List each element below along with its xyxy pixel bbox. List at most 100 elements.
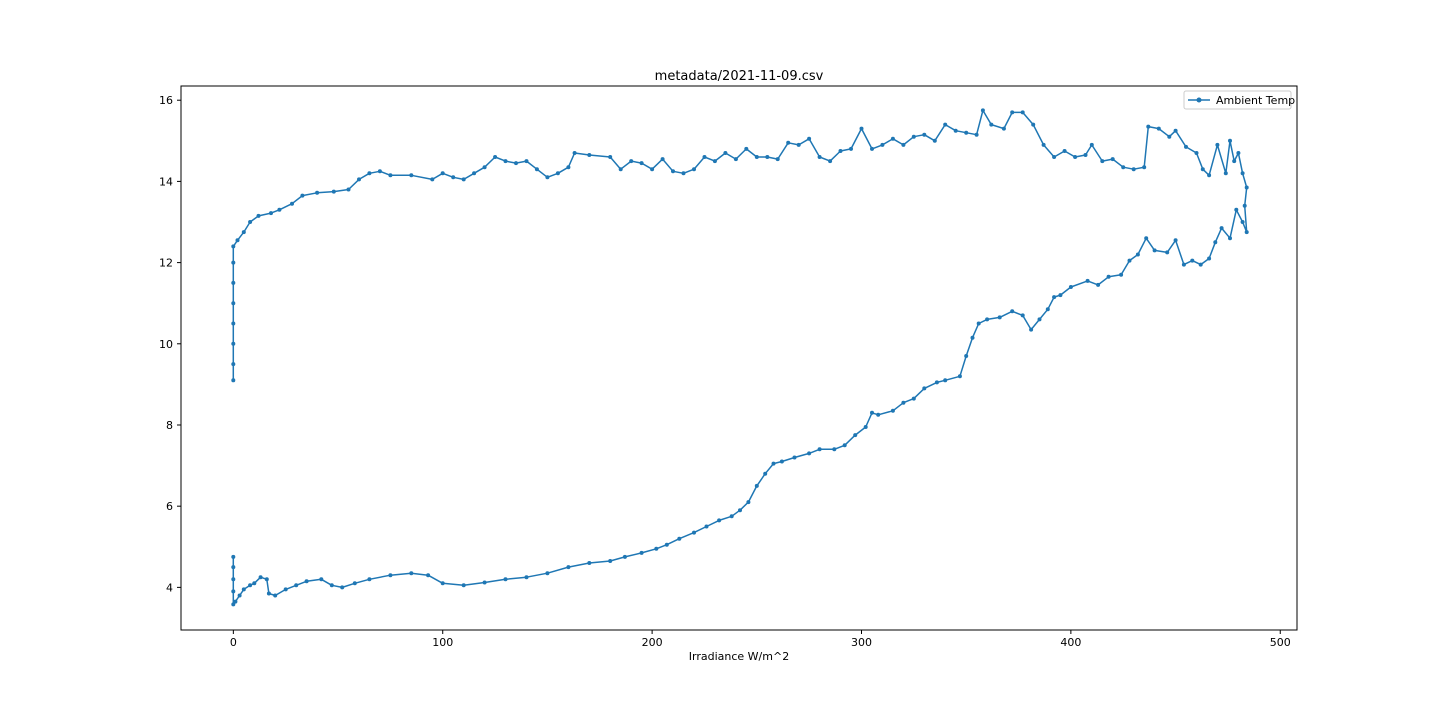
data-point [692,530,696,535]
data-point [1131,167,1136,172]
data-point [639,161,644,166]
data-point [233,599,238,604]
data-point [754,155,759,159]
data-point [911,134,916,139]
data-point [482,165,487,170]
data-point [572,151,577,155]
data-point [763,471,768,476]
y-tick-label: 6 [166,500,173,513]
data-point [315,190,320,195]
data-point [934,380,939,385]
data-point [248,583,253,588]
legend-box [1183,90,1292,110]
data-point [231,260,236,265]
data-point [712,159,717,164]
data-point [388,573,393,578]
data-point [503,577,508,582]
x-tick-label: 500 [1270,636,1291,649]
data-point [269,211,273,216]
data-point [294,583,299,588]
data-point [451,175,456,180]
data-point [264,577,269,582]
data-point [1181,262,1186,267]
data-point [964,354,969,358]
data-point [503,159,508,164]
data-point [953,128,958,133]
data-point [430,177,435,182]
data-point [1194,151,1199,155]
data-point [876,412,881,417]
data-point [587,153,592,157]
data-point [817,155,822,159]
data-point [235,238,240,243]
data-point [1073,155,1078,159]
data-point [1213,240,1218,245]
data-point [352,581,357,586]
data-point [377,169,382,174]
data-point [1207,256,1212,261]
data-point [524,575,529,580]
data-point [723,151,728,155]
data-point [290,201,294,206]
data-point [1121,165,1126,170]
data-point [786,140,791,145]
data-point [331,189,336,194]
data-point [1200,167,1205,172]
data-point [1068,285,1073,289]
data-point [1234,207,1239,212]
data-point [901,142,906,147]
data-point [493,155,498,159]
x-tick-label: 100 [432,636,453,649]
series-layer [231,108,1249,607]
data-point [367,171,372,176]
data-point [388,173,393,178]
series-line-ambient-temp [232,109,1248,606]
data-point [608,559,613,563]
data-point [964,130,969,135]
x-tick-label: 300 [851,636,872,649]
data-point [807,451,812,456]
data-point [1100,159,1105,164]
data-point [1020,313,1025,318]
data-point [566,165,571,170]
data-point [277,207,282,212]
data-point [1244,185,1249,190]
data-point [566,565,571,570]
data-point [346,187,351,192]
data-point [922,132,927,137]
data-point [1083,153,1088,157]
data-point [231,280,236,285]
legend: Ambient Temp [1183,90,1295,110]
data-point [440,171,445,176]
data-point [733,157,738,162]
data-point [957,374,962,379]
data-point [754,483,759,488]
data-point [524,159,529,164]
data-point [1041,142,1046,147]
x-axis-ticks: 0 100 200 300 400 500 [230,630,1291,649]
data-point [319,577,324,582]
data-point [248,220,253,224]
chart-title: metadata/2021-11-09.csv [655,69,824,84]
data-point [1037,317,1042,322]
data-point [746,500,751,505]
data-point [231,341,236,346]
data-point [618,167,623,172]
data-point [514,161,518,166]
data-point [1215,142,1220,147]
y-tick-label: 16 [159,94,173,107]
data-point [1167,134,1172,139]
data-point [1001,126,1006,131]
data-point [1062,149,1067,153]
data-point [367,577,372,582]
data-point [838,149,843,153]
data-point [717,518,722,523]
data-point [1089,142,1094,147]
data-point [779,459,784,464]
data-point [1228,236,1232,241]
data-point [440,581,445,586]
data-point [1219,226,1224,231]
data-point [1242,203,1247,208]
data-point [639,550,644,555]
data-point [817,447,822,452]
